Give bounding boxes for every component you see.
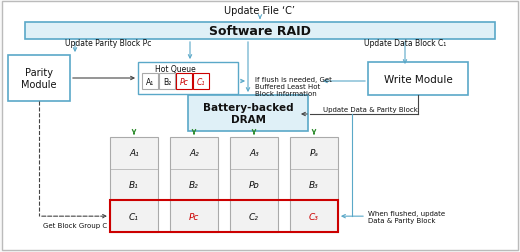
Bar <box>176 74 192 90</box>
Text: Parity
Module: Parity Module <box>21 68 57 89</box>
Text: B₂: B₂ <box>163 77 171 86</box>
Bar <box>8 56 70 102</box>
Bar <box>193 74 209 90</box>
Bar <box>138 63 238 94</box>
Text: C₁: C₁ <box>129 212 139 221</box>
Text: B₃: B₃ <box>309 180 319 189</box>
Text: A₂: A₂ <box>189 149 199 158</box>
Bar <box>25 23 495 40</box>
Text: Update File ‘C’: Update File ‘C’ <box>225 6 295 16</box>
Text: Software RAID: Software RAID <box>209 25 311 38</box>
Text: Update Data & Parity Block: Update Data & Parity Block <box>322 107 418 113</box>
Text: C₂: C₂ <box>249 212 259 221</box>
Text: B₂: B₂ <box>189 180 199 189</box>
Text: Pᴅ: Pᴅ <box>249 180 259 189</box>
Bar <box>188 96 308 132</box>
Text: If flush is needed, Get
Buffered Least Hot
Block Information: If flush is needed, Get Buffered Least H… <box>255 77 332 97</box>
Bar <box>368 63 468 96</box>
Text: Pᴄ: Pᴄ <box>179 77 188 86</box>
Bar <box>110 201 338 232</box>
Bar <box>290 137 338 232</box>
Text: C₁: C₁ <box>197 77 205 86</box>
Text: C₃: C₃ <box>309 212 319 221</box>
Bar <box>159 74 175 90</box>
Text: Pₐ: Pₐ <box>309 149 318 158</box>
Text: A₃: A₃ <box>249 149 259 158</box>
Text: Hot Queue: Hot Queue <box>154 64 196 73</box>
Bar <box>230 137 278 232</box>
Text: Battery-backed
DRAM: Battery-backed DRAM <box>203 103 293 124</box>
Text: Write Module: Write Module <box>384 74 452 84</box>
Bar <box>170 137 218 232</box>
Text: Get Block Group C: Get Block Group C <box>43 222 107 228</box>
Text: A₁: A₁ <box>129 149 139 158</box>
Text: A₁: A₁ <box>146 77 154 86</box>
Text: Pᴄ: Pᴄ <box>189 212 199 221</box>
Text: B₁: B₁ <box>129 180 139 189</box>
Text: Update Data Block C₁: Update Data Block C₁ <box>364 38 446 47</box>
Text: Update Parity Block Pᴄ: Update Parity Block Pᴄ <box>65 38 151 47</box>
Text: When flushed, update
Data & Parity Block: When flushed, update Data & Parity Block <box>368 210 445 223</box>
Bar <box>142 74 158 90</box>
Bar <box>110 137 158 232</box>
